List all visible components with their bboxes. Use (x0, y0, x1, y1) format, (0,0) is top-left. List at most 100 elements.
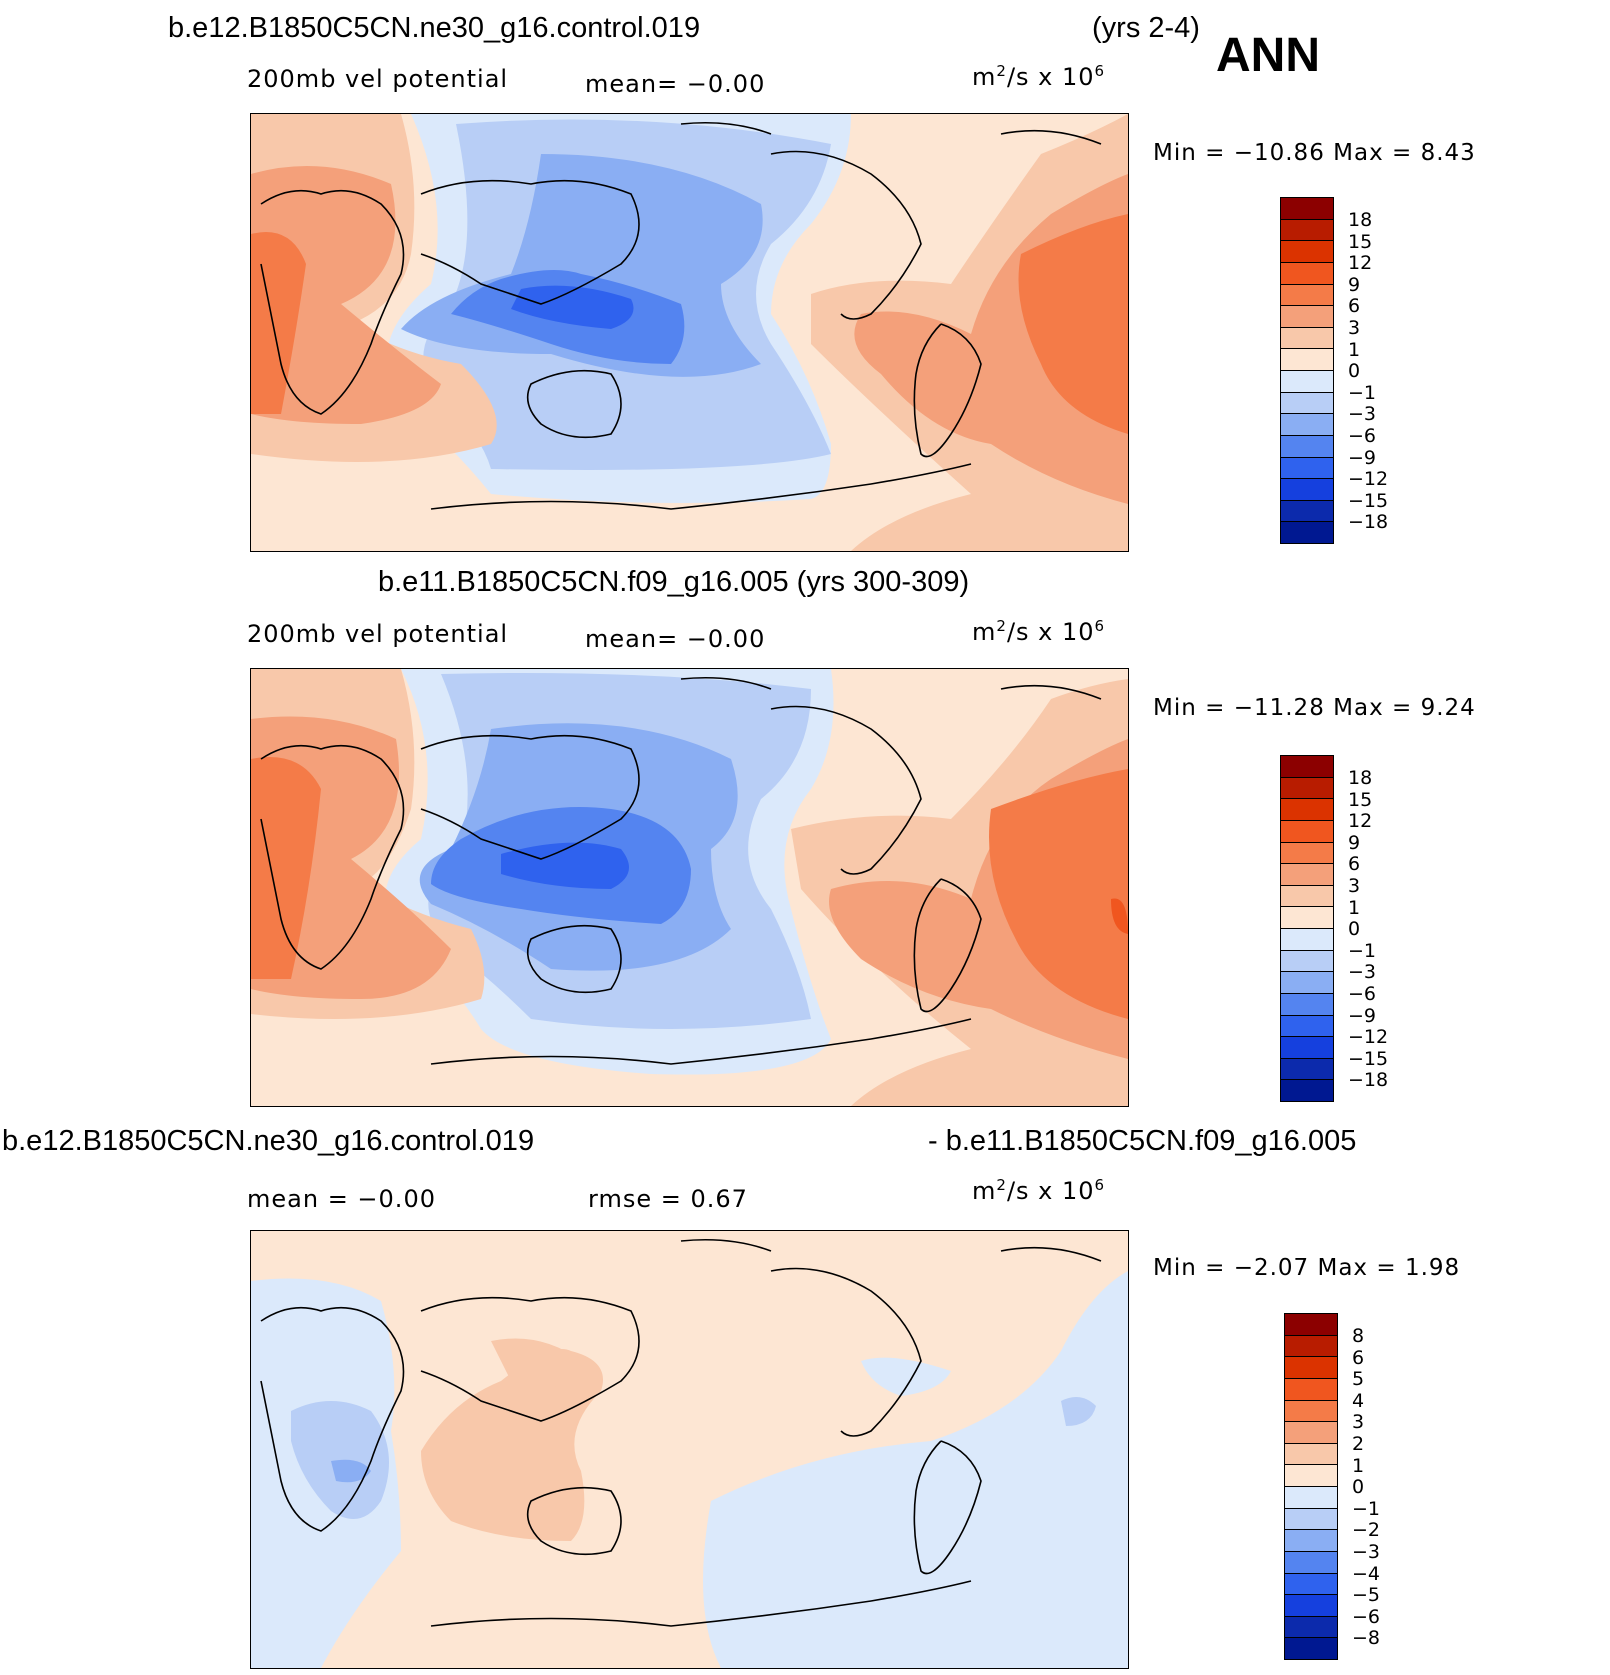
panel-3-mean: mean = −0.00 (247, 1185, 436, 1213)
colorbar-swatch (1285, 1551, 1337, 1574)
panel-1-map (250, 113, 1129, 552)
colorbar-swatch (1285, 1573, 1337, 1596)
colorbar-swatch (1281, 820, 1333, 843)
colorbar-level-label: 18 (1348, 767, 1373, 789)
colorbar-level-label: 1 (1348, 896, 1361, 919)
panel-1-colorbar (1280, 197, 1334, 544)
colorbar-swatch (1281, 522, 1333, 543)
panel-1-contour-field (251, 114, 1128, 551)
panel-2-variable: 200mb vel potential (247, 620, 509, 648)
colorbar-level-label: −15 (1348, 1047, 1389, 1070)
colorbar-swatch (1285, 1638, 1337, 1659)
panel-3-rmse: rmse = 0.67 (588, 1185, 748, 1213)
colorbar-swatch (1281, 262, 1333, 285)
colorbar-level-label: −9 (1348, 446, 1377, 469)
colorbar-swatch (1285, 1465, 1337, 1487)
colorbar-level-label: −5 (1352, 1584, 1381, 1607)
colorbar-level-label: 5 (1352, 1368, 1365, 1391)
colorbar-level-label: −1 (1348, 381, 1377, 404)
colorbar-level-label: −3 (1352, 1540, 1381, 1563)
colorbar-swatch (1281, 414, 1333, 436)
panel-2-minmax: Min = −11.28 Max = 9.24 (1153, 695, 1476, 721)
colorbar-level-label: 3 (1348, 316, 1361, 339)
colorbar-swatch (1281, 1015, 1333, 1038)
colorbar-level-label: −18 (1348, 1069, 1389, 1092)
colorbar-swatch (1281, 777, 1333, 800)
colorbar-swatch (1281, 306, 1333, 328)
case-title: b.e12.B1850C5CN.ne30_g16.control.019 (168, 12, 701, 44)
colorbar-level-label: −2 (1352, 1519, 1381, 1542)
colorbar-level-label: −6 (1352, 1605, 1381, 1628)
colorbar-swatch (1281, 756, 1333, 778)
panel-2-map (250, 668, 1129, 1107)
colorbar-swatch (1285, 1314, 1337, 1336)
panel-3-minmax: Min = −2.07 Max = 1.98 (1153, 1255, 1461, 1281)
colorbar-swatch (1281, 435, 1333, 458)
colorbar-level-label: −3 (1348, 961, 1377, 984)
colorbar-level-label: −9 (1348, 1004, 1377, 1027)
colorbar-swatch (1281, 241, 1333, 263)
colorbar-swatch (1281, 864, 1333, 886)
panel-3-colorbar-labels: 8 6 5 4 3 2 1 0 −1 −2 −3 −4 −5 −6 −8 (1352, 1325, 1381, 1650)
colorbar-swatch (1281, 1080, 1333, 1101)
colorbar-swatch (1281, 500, 1333, 523)
panel-3-map (250, 1230, 1129, 1669)
panel-2-colorbar-labels: 18 15 12 9 6 3 1 0 −1 −3 −6 −9 −12 −15 −18 (1348, 767, 1389, 1092)
colorbar-level-label: 15 (1348, 230, 1373, 253)
panel-3-title-right: - b.e11.B1850C5CN.f09_g16.005 (928, 1125, 1357, 1157)
colorbar-level-label: −4 (1352, 1562, 1381, 1585)
colorbar-level-label: 18 (1348, 209, 1373, 231)
colorbar-level-label: −3 (1348, 403, 1377, 426)
colorbar-swatch (1285, 1335, 1337, 1358)
colorbar-level-label: 6 (1348, 295, 1361, 318)
colorbar-swatch (1281, 479, 1333, 501)
panel-1-mean: mean= −0.00 (585, 70, 766, 98)
panel-1-minmax: Min = −10.86 Max = 8.43 (1153, 140, 1476, 166)
panel-1-units: m2/s x 106 (972, 62, 1106, 91)
colorbar-swatch (1285, 1487, 1337, 1509)
panel-3-contour-field (251, 1231, 1128, 1668)
colorbar-swatch (1285, 1357, 1337, 1379)
panel-2-colorbar (1280, 755, 1334, 1102)
panel-2-units: m2/s x 106 (972, 617, 1106, 646)
colorbar-swatch (1281, 907, 1333, 929)
colorbar-level-label: 4 (1352, 1389, 1365, 1412)
colorbar-level-label: 2 (1352, 1432, 1365, 1455)
panel-1-colorbar-labels: 18 15 12 9 6 3 1 0 −1 −3 −6 −9 −12 −15 −18 (1348, 209, 1389, 534)
colorbar-swatch (1281, 885, 1333, 908)
colorbar-level-label: 6 (1348, 853, 1361, 876)
colorbar-swatch (1281, 950, 1333, 973)
colorbar-swatch (1281, 284, 1333, 307)
colorbar-swatch (1281, 392, 1333, 415)
colorbar-swatch (1285, 1616, 1337, 1639)
colorbar-level-label: −12 (1348, 468, 1389, 491)
colorbar-swatch (1281, 198, 1333, 220)
colorbar-swatch (1281, 371, 1333, 393)
colorbar-swatch (1281, 972, 1333, 994)
colorbar-level-label: 0 (1348, 918, 1361, 941)
colorbar-level-label: 15 (1348, 788, 1373, 811)
colorbar-swatch (1285, 1378, 1337, 1401)
colorbar-swatch (1285, 1400, 1337, 1423)
panel-3-title-left: b.e12.B1850C5CN.ne30_g16.control.019 (2, 1125, 535, 1157)
colorbar-swatch (1281, 219, 1333, 242)
colorbar-level-label: 12 (1348, 252, 1373, 275)
colorbar-swatch (1281, 349, 1333, 371)
panel-3-colorbar (1284, 1313, 1338, 1660)
colorbar-level-label: 6 (1352, 1346, 1365, 1369)
colorbar-swatch (1281, 1058, 1333, 1081)
colorbar-level-label: 9 (1348, 273, 1361, 296)
colorbar-swatch (1285, 1595, 1337, 1617)
colorbar-level-label: −8 (1352, 1627, 1381, 1650)
colorbar-level-label: −1 (1352, 1497, 1381, 1520)
panel-2-mean: mean= −0.00 (585, 625, 766, 653)
colorbar-level-label: −18 (1348, 511, 1389, 534)
colorbar-swatch (1281, 1037, 1333, 1059)
colorbar-swatch (1281, 799, 1333, 821)
season-label: ANN (1216, 29, 1320, 82)
colorbar-swatch (1285, 1508, 1337, 1531)
colorbar-level-label: 1 (1348, 338, 1361, 361)
colorbar-level-label: 9 (1348, 831, 1361, 854)
colorbar-level-label: 0 (1348, 360, 1361, 383)
colorbar-swatch (1285, 1443, 1337, 1466)
